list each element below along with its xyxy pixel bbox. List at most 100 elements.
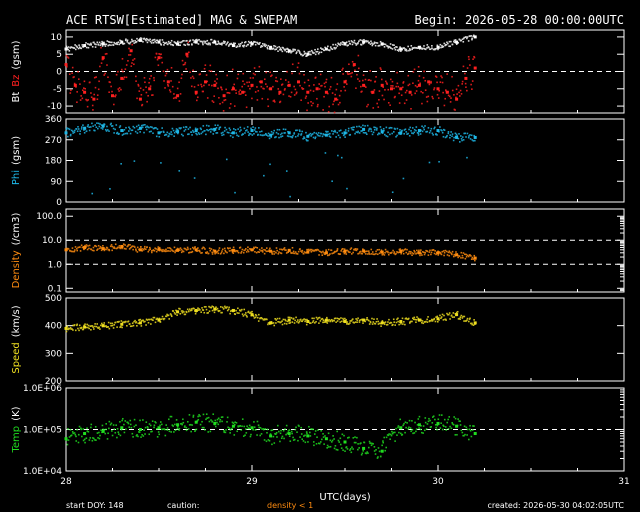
scatter-dot [460, 257, 462, 259]
scatter-dot [287, 430, 290, 432]
scatter-dot [124, 132, 127, 135]
scatter-dot [103, 41, 105, 44]
series-bz [64, 41, 477, 114]
scatter-dot [257, 320, 260, 322]
scatter-dot [86, 125, 89, 128]
scatter-dot [432, 249, 435, 251]
scatter-dot [442, 319, 445, 321]
scatter-dot [312, 52, 314, 54]
data-point [213, 83, 217, 87]
scatter-dot [74, 249, 76, 251]
scatter-dot [397, 251, 400, 254]
scatter-dot [208, 247, 211, 250]
scatter-dot [271, 443, 273, 446]
scatter-dot [189, 39, 192, 42]
scatter-dot [437, 418, 440, 421]
scatter-dot [103, 123, 106, 126]
scatter-dot [86, 248, 89, 251]
scatter-dot [304, 318, 307, 321]
scatter-dot [295, 92, 298, 95]
scatter-dot [466, 428, 469, 431]
scatter-dot [118, 90, 120, 92]
scatter-dot [227, 426, 229, 429]
scatter-dot [210, 38, 213, 41]
scatter-dot [137, 85, 140, 87]
scatter-dot [150, 318, 153, 321]
scatter-dot [457, 256, 459, 259]
scatter-dot [263, 43, 266, 45]
scatter-dot [211, 253, 214, 255]
scatter-dot [461, 80, 464, 83]
scatter-dot [104, 432, 107, 435]
scatter-dot [400, 252, 402, 255]
scatter-dot [125, 248, 127, 250]
scatter-dot [245, 312, 247, 314]
scatter-dot [119, 39, 121, 42]
scatter-dot [117, 70, 119, 73]
scatter-dot [223, 430, 225, 432]
scatter-dot [400, 94, 403, 96]
scatter-dot [334, 47, 336, 50]
scatter-dot [429, 249, 431, 252]
data-point [371, 90, 375, 94]
scatter-dot [387, 253, 390, 256]
scatter-dot [282, 429, 285, 432]
scatter-dot [274, 45, 277, 48]
scatter-dot [282, 93, 285, 96]
scatter-dot [185, 426, 188, 429]
scatter-dot [72, 46, 74, 49]
scatter-dot [407, 317, 410, 320]
scatter-dot [400, 50, 402, 52]
scatter-dot [437, 97, 440, 99]
scatter-dot [273, 324, 276, 327]
scatter-dot [240, 252, 242, 254]
scatter-dot [144, 433, 146, 435]
scatter-dot [340, 320, 343, 323]
scatter-dot [150, 42, 153, 44]
scatter-dot [334, 317, 337, 320]
scatter-dot [382, 441, 385, 444]
scatter-dot [75, 440, 78, 442]
scatter-dot [241, 418, 244, 420]
scatter-dot [314, 136, 317, 138]
scatter-dot [80, 47, 83, 50]
scatter-dot [93, 41, 95, 44]
data-point [343, 131, 347, 135]
scatter-dot [450, 131, 452, 133]
scatter-dot [223, 431, 226, 434]
scatter-dot [193, 307, 195, 310]
scatter-dot [85, 46, 88, 49]
scatter-dot [96, 323, 99, 325]
scatter-dot [465, 86, 467, 88]
scatter-dot [194, 246, 196, 248]
scatter-dot [409, 252, 412, 255]
scatter-dot [417, 317, 420, 320]
scatter-dot [213, 249, 216, 252]
scatter-dot [333, 100, 335, 103]
scatter-dot [451, 89, 454, 92]
scatter-dot [402, 81, 405, 83]
scatter-dot [407, 428, 410, 430]
scatter-dot [233, 309, 236, 312]
scatter-dot [120, 245, 123, 247]
scatter-dot [120, 428, 123, 431]
scatter-dot [417, 66, 420, 68]
scatter-dot [250, 311, 252, 314]
scatter-dot [163, 44, 165, 46]
scatter-dot [114, 321, 117, 324]
scatter-dot [170, 431, 172, 433]
scatter-dot [172, 97, 175, 100]
scatter-dot [238, 43, 240, 45]
scatter-dot [117, 321, 119, 323]
scatter-dot [148, 81, 150, 84]
scatter-dot [350, 127, 353, 129]
scatter-dot [339, 437, 342, 440]
scatter-dot [144, 426, 147, 429]
scatter-dot [223, 252, 225, 255]
scatter-dot [472, 35, 474, 38]
scatter-dot [266, 85, 269, 88]
scatter-dot [455, 253, 458, 256]
scatter-dot [357, 252, 359, 255]
scatter-dot [163, 428, 165, 430]
scatter-dot [325, 438, 328, 440]
